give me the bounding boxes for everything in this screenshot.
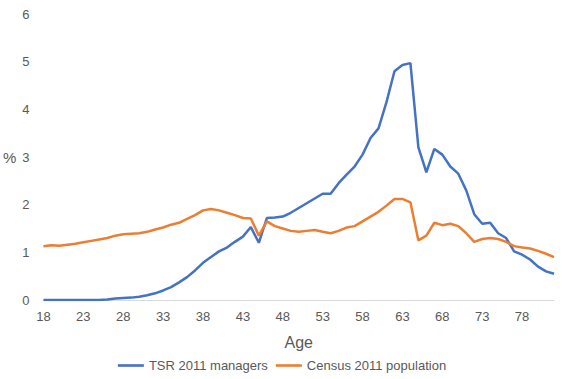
svg-text:1: 1 xyxy=(22,245,29,260)
svg-text:68: 68 xyxy=(435,309,449,324)
svg-text:5: 5 xyxy=(22,54,29,69)
svg-text:48: 48 xyxy=(276,309,290,324)
svg-text:33: 33 xyxy=(156,309,170,324)
svg-text:78: 78 xyxy=(515,309,529,324)
svg-text:2: 2 xyxy=(22,197,29,212)
svg-text:53: 53 xyxy=(315,309,329,324)
svg-text:63: 63 xyxy=(395,309,409,324)
svg-text:58: 58 xyxy=(355,309,369,324)
svg-text:TSR 2011 managers: TSR 2011 managers xyxy=(149,358,268,373)
svg-text:3: 3 xyxy=(22,150,29,165)
svg-text:%: % xyxy=(3,149,16,166)
svg-text:6: 6 xyxy=(22,7,29,22)
svg-text:4: 4 xyxy=(22,102,29,117)
svg-text:28: 28 xyxy=(116,309,130,324)
svg-text:43: 43 xyxy=(236,309,250,324)
svg-text:0: 0 xyxy=(22,293,29,308)
svg-text:23: 23 xyxy=(76,309,90,324)
svg-text:73: 73 xyxy=(475,309,489,324)
svg-text:Age: Age xyxy=(284,334,313,351)
svg-text:Census 2011 population: Census 2011 population xyxy=(307,358,446,373)
svg-text:18: 18 xyxy=(36,309,50,324)
svg-text:38: 38 xyxy=(196,309,210,324)
